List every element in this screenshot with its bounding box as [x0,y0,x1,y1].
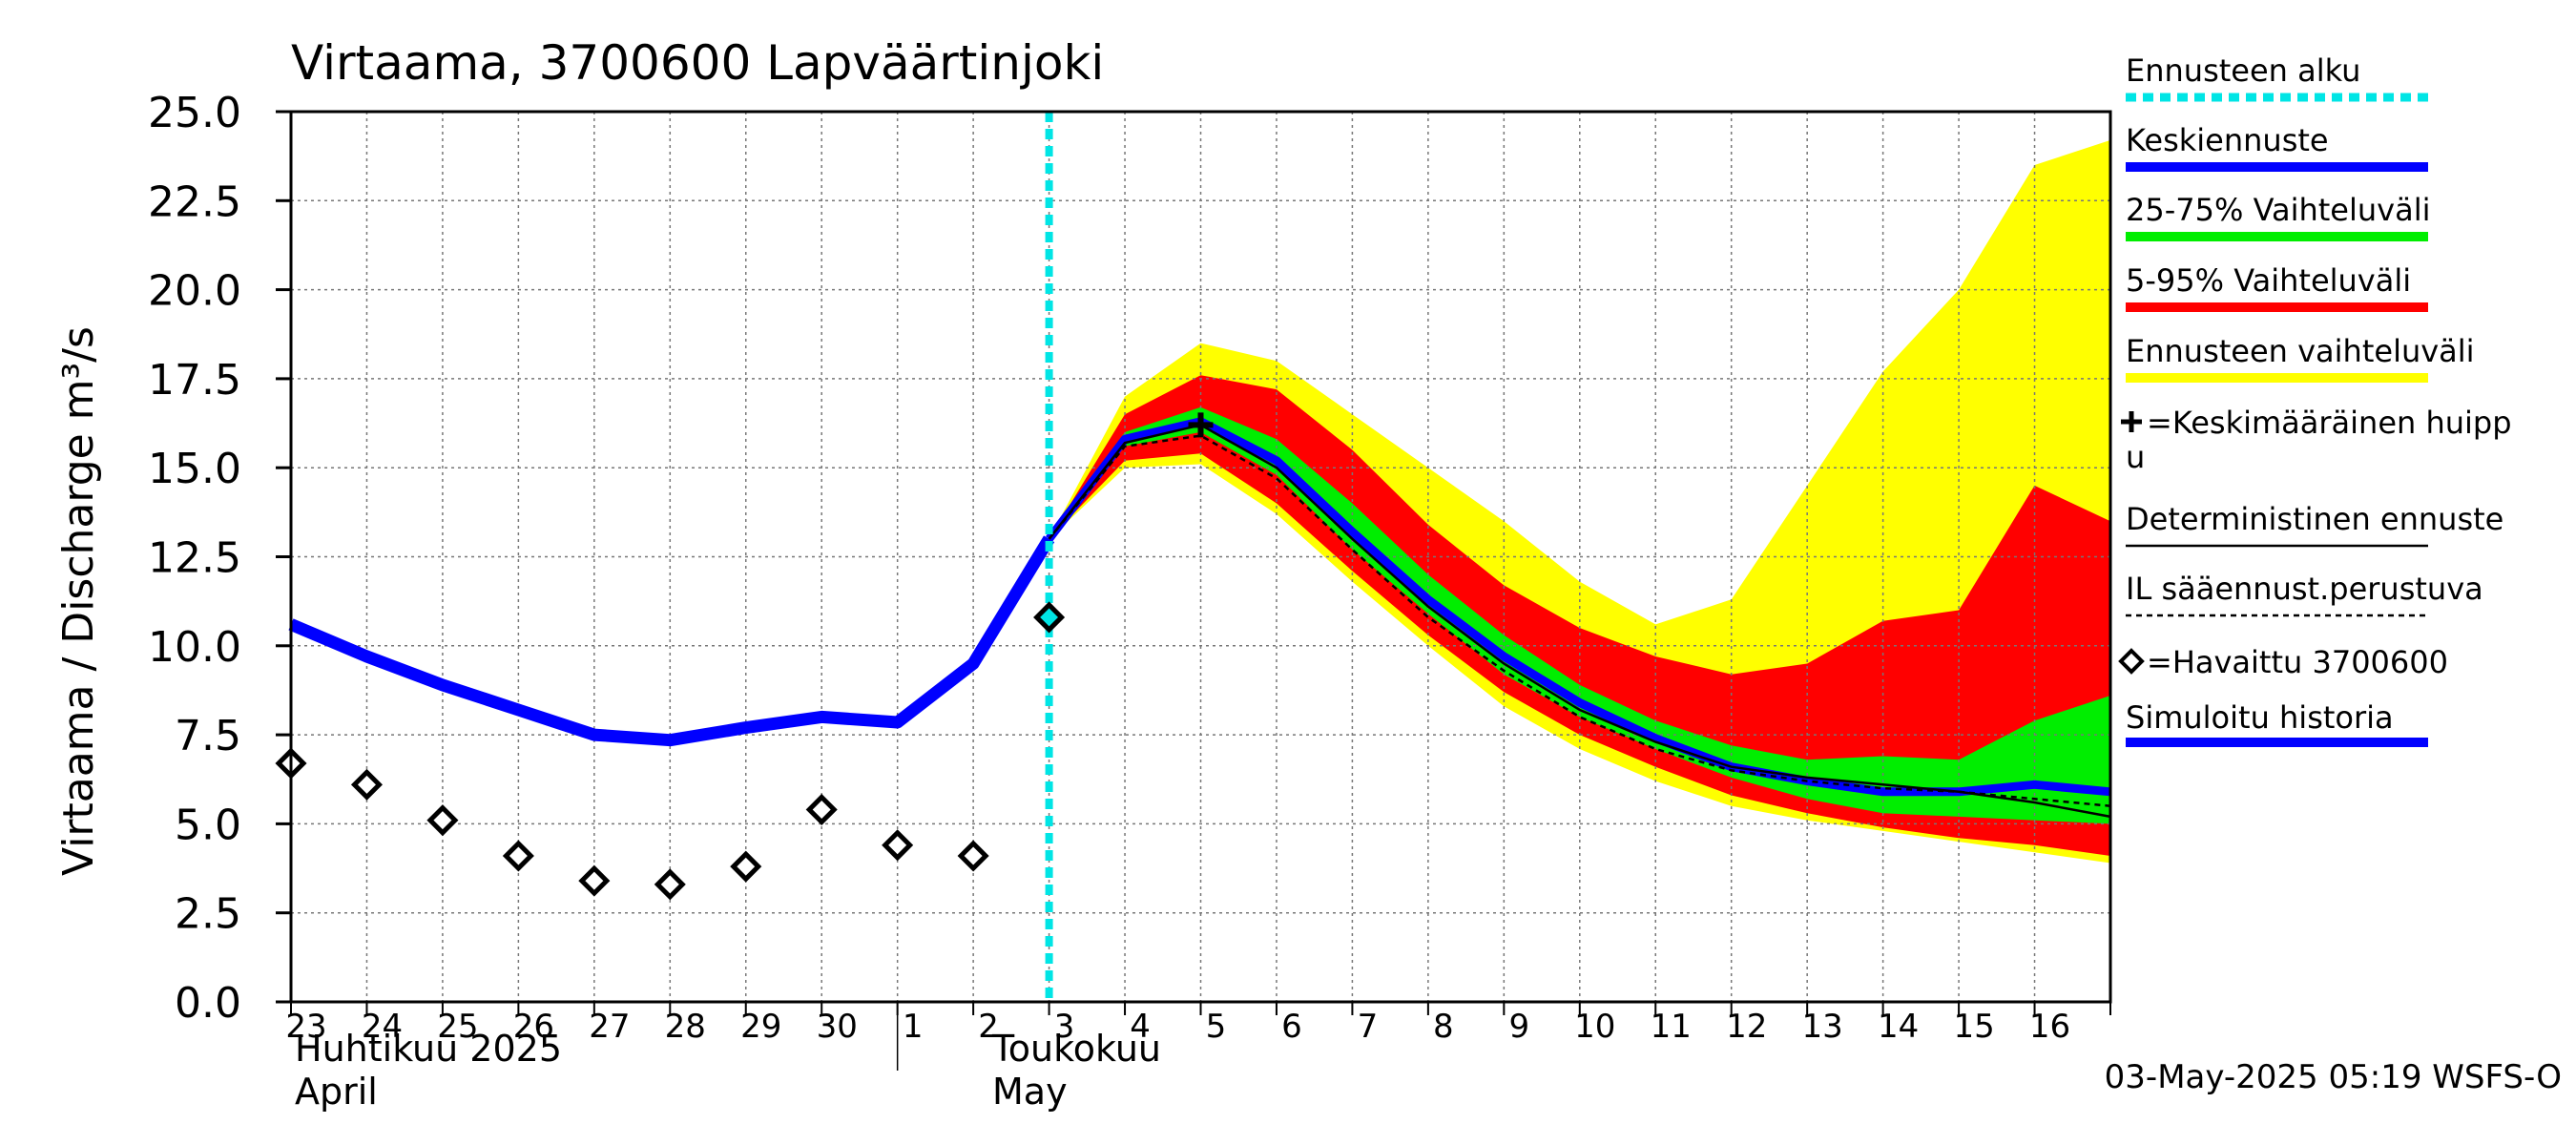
x-tick-label: 23 [285,1008,326,1046]
observed-point [654,868,686,901]
y-tick-label: 12.5 [148,534,241,583]
month-label-english: May [992,1071,1068,1113]
observed-point [578,864,611,897]
x-tick-label: 29 [740,1008,781,1046]
observed-point [426,804,459,837]
x-tick-label: 3 [1054,1008,1075,1046]
chart-title: Virtaama, 3700600 Lapväärtinjoki [291,35,1104,91]
x-tick-label: 16 [2029,1008,2070,1046]
x-tick-label: 6 [1281,1008,1302,1046]
x-tick-label: 10 [1574,1008,1615,1046]
x-tick-label: 1 [903,1008,924,1046]
mean-peak-marker [1188,412,1214,438]
y-tick-label: 5.0 [175,801,241,849]
line-simuloitu-historia [288,535,1055,747]
footer-timestamp: 03-May-2025 05:19 WSFS-O [2105,1058,2562,1096]
x-tick-label: 30 [817,1008,858,1046]
x-tick-label: 9 [1509,1008,1530,1046]
legend-label: =Keskimääräinen huipp u [2126,405,2512,475]
y-tick-label: 2.5 [175,890,241,939]
legend-label: Simuloitu historia [2126,699,2394,736]
legend-label: Ennusteen alku [2126,52,2360,89]
x-tick-label: 28 [665,1008,706,1046]
observed-point [805,793,838,826]
legend: Ennusteen alku Keskiennuste 25-75% Vaihtel… [2118,52,2512,747]
observed-markers [275,412,1214,901]
y-tick-label: 25.0 [148,89,241,137]
y-tick-label: 20.0 [148,267,241,316]
month-label: Toukokuu [991,1028,1161,1070]
observed-point [1033,601,1066,634]
x-tick-label: 2 [978,1008,999,1046]
legend-diamond-marker [2118,648,2145,675]
legend-label: Ennusteen vaihteluväli [2126,333,2475,369]
line-il-saaennust-perustuva [1048,434,2111,807]
legend-label-line: u [2126,439,2145,475]
observed-point [730,850,762,883]
month-label: Huhtikuu 2025 [295,1028,562,1070]
x-tick-label: 15 [1953,1008,1994,1046]
legend-label-line: =Keskimääräinen huipp [2147,405,2512,441]
x-tick-label: 5 [1206,1008,1227,1046]
observed-point [502,840,534,872]
y-tick-label: 15.0 [148,445,241,493]
month-label-english: April [295,1071,378,1113]
x-tick-label: 11 [1651,1008,1692,1046]
observed-point [882,829,914,862]
x-tick-label: 12 [1726,1008,1767,1046]
legend-label: =Havaittu 3700600 [2147,644,2448,680]
y-tick-label: 17.5 [148,356,241,405]
legend-label: Keskiennuste [2126,122,2329,158]
x-tick-label: 8 [1433,1008,1454,1046]
observed-point [957,840,989,872]
x-tick-label: 13 [1802,1008,1843,1046]
x-tick-label: 14 [1878,1008,1919,1046]
x-tick-label: 25 [437,1008,478,1046]
x-tick-label: 7 [1358,1008,1379,1046]
observed-point [350,768,383,801]
series-lines [288,112,2111,1002]
line-deterministinen-ennuste [1048,424,2111,819]
legend-label: IL sääennust.perustuva [2126,571,2483,607]
y-tick-label: 22.5 [148,177,241,226]
x-tick-label: 24 [362,1008,403,1046]
y-tick-label: 7.5 [175,712,241,760]
legend-label: 5-95% Vaihteluväli [2126,262,2411,299]
x-tick-label: 4 [1130,1008,1151,1046]
x-tick-label: 26 [513,1008,554,1046]
line-keskiennuste [1046,417,2111,797]
band-25-75-vaihteluv-li [1049,406,2110,824]
legend-plus-marker [2121,411,2142,432]
y-tick-label: 0.0 [175,979,241,1028]
y-axis-label: Virtaama / Discharge m³/s [54,326,103,876]
y-tick-label: 10.0 [148,623,241,672]
legend-label: 25-75% Vaihteluväli [2126,192,2430,228]
x-tick-label: 27 [589,1008,630,1046]
axes: 0.0 2.5 5.0 7.5 10.0 12.5 15.0 17.5 20.0 22.5 25.0… [148,89,2112,1113]
legend-label: Deterministinen ennuste [2126,501,2503,537]
